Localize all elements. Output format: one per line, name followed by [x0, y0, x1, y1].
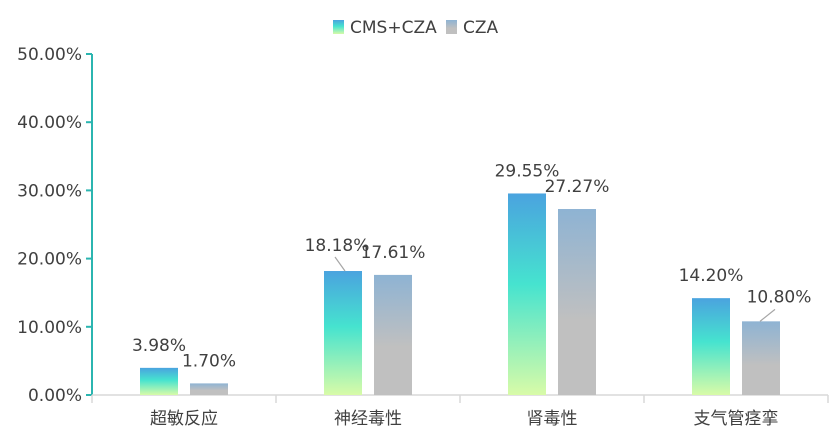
legend-swatch-cms-cza — [333, 20, 344, 34]
bar-cms-cza — [324, 271, 362, 395]
y-tick-label: 40.00% — [17, 113, 82, 133]
data-label: 3.98% — [132, 336, 186, 356]
data-label: 27.27% — [545, 177, 610, 197]
x-tick-label: 支气管痉挛 — [694, 409, 779, 429]
y-axis: 0.00% 10.00% 20.00% 30.00% 40.00% 50.00% — [17, 45, 93, 406]
data-label: 18.18% — [305, 236, 370, 256]
x-tick-label: 神经毒性 — [334, 409, 402, 429]
data-label: 10.80% — [747, 287, 812, 307]
bar-cms-cza — [508, 193, 546, 395]
bar-cms-cza — [140, 367, 178, 395]
label-leader-line — [334, 256, 346, 272]
legend: CMS+CZA CZA — [333, 18, 499, 38]
legend-label: CZA — [463, 18, 499, 38]
data-labels-group: 3.98%1.70% 18.18%17.61% 29.55%27.27% 14.20%… — [132, 161, 811, 371]
data-label: 14.20% — [679, 266, 744, 286]
data-label: 29.55% — [495, 161, 560, 181]
bar-cza — [190, 383, 228, 395]
y-tick-label: 50.00% — [17, 45, 82, 65]
bar-cms-cza — [692, 298, 730, 395]
bars-group — [140, 193, 780, 395]
bar-cza — [558, 209, 596, 395]
bar-cza — [742, 321, 780, 395]
y-tick-label: 20.00% — [17, 250, 82, 270]
y-tick-label: 10.00% — [17, 318, 82, 338]
y-tick-label: 0.00% — [28, 386, 82, 406]
x-axis: 超敏反应 神经毒性 肾毒性 支气管痉挛 — [91, 394, 829, 429]
y-tick-label: 30.00% — [17, 181, 82, 201]
bar-cza — [374, 274, 412, 395]
label-leader-line — [759, 308, 776, 322]
x-tick-label: 超敏反应 — [150, 409, 218, 429]
x-tick-label: 肾毒性 — [527, 409, 578, 429]
legend-label: CMS+CZA — [350, 18, 437, 38]
data-label: 1.70% — [182, 351, 236, 371]
data-label: 17.61% — [361, 243, 426, 263]
legend-swatch-cza — [446, 20, 457, 34]
